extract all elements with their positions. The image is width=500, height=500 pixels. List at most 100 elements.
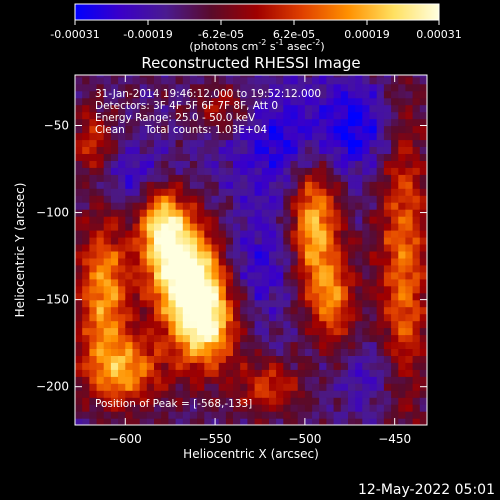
heatmap-cell [146, 174, 155, 182]
heatmap-cell [254, 320, 263, 329]
heatmap-cell [261, 209, 270, 217]
heatmap-cell [225, 278, 234, 287]
heatmap-cell [355, 390, 363, 398]
heatmap-cell [319, 181, 327, 189]
heatmap-cell [161, 299, 169, 308]
heatmap-cell [82, 139, 90, 147]
heatmap-cell [125, 362, 134, 370]
heatmap-cell [189, 355, 198, 363]
heatmap-cell [254, 160, 263, 168]
heatmap-cell [369, 306, 378, 315]
heatmap-cell [139, 230, 148, 238]
heatmap-cell [362, 390, 371, 398]
heatmap-cell [168, 390, 177, 398]
y-tick-label: −50 [44, 118, 69, 132]
heatmap-cell [261, 341, 270, 349]
heatmap-cell [168, 320, 177, 329]
heatmap-cell [297, 341, 306, 349]
heatmap-cell [369, 292, 378, 301]
heatmap-cell [204, 383, 213, 391]
heatmap-cell [254, 362, 263, 370]
heatmap-cell [254, 299, 263, 308]
heatmap-cell [297, 306, 306, 315]
heatmap-cell [412, 348, 421, 356]
heatmap-cell [161, 334, 169, 343]
heatmap-cell [197, 250, 205, 259]
heatmap-cell [283, 257, 292, 266]
heatmap-cell [376, 188, 385, 196]
heatmap-cell [254, 243, 263, 252]
heatmap-cell [96, 125, 105, 134]
heatmap-cell [211, 257, 220, 266]
heatmap-cell [297, 334, 306, 343]
heatmap-cell [419, 216, 427, 224]
heatmap-cell [283, 299, 292, 308]
heatmap-cell [297, 146, 306, 154]
heatmap-cell [276, 341, 284, 349]
heatmap-cell [211, 285, 220, 294]
heatmap-cell [218, 188, 227, 196]
heatmap-cell [96, 362, 105, 370]
heatmap-cell [182, 390, 191, 398]
heatmap-cell [297, 202, 306, 210]
heatmap-cell [154, 257, 162, 266]
heatmap-cell [110, 111, 119, 120]
heatmap-cell [204, 369, 213, 377]
heatmap-cell [75, 236, 83, 245]
heatmap-cell [233, 209, 241, 217]
heatmap-cell [269, 390, 277, 398]
heatmap-cell [297, 243, 306, 252]
heatmap-cell [355, 327, 363, 336]
heatmap-cell [276, 404, 284, 412]
heatmap-cell [175, 327, 184, 336]
heatmap-cell [168, 404, 177, 412]
heatmap-cell [218, 383, 227, 391]
heatmap-cell [161, 195, 169, 203]
heatmap-cell [312, 320, 320, 329]
heatmap-cell [405, 362, 414, 370]
heatmap-cell [398, 271, 407, 280]
heatmap-cell [297, 348, 306, 356]
heatmap-cell [297, 90, 306, 99]
heatmap-cell [391, 327, 399, 336]
heatmap-cell [168, 383, 177, 391]
heatmap-cell [326, 404, 335, 412]
heatmap-cell [312, 271, 320, 280]
heatmap-cell [312, 383, 320, 391]
heatmap-cell [96, 418, 105, 425]
heatmap-cell [197, 209, 205, 217]
heatmap-cell [412, 292, 421, 301]
heatmap-cell [139, 209, 148, 217]
heatmap-cell [340, 334, 349, 343]
heatmap-cell [233, 223, 241, 231]
heatmap-cell [348, 125, 356, 134]
heatmap-cell [118, 195, 126, 203]
heatmap-cell [362, 188, 371, 196]
heatmap-cell [225, 334, 234, 343]
heatmap-cell [261, 160, 270, 168]
heatmap-cell [82, 397, 90, 405]
heatmap-cell [269, 383, 277, 391]
heatmap-cell [125, 160, 134, 168]
heatmap-cell [269, 341, 277, 349]
heatmap-cell [225, 355, 234, 363]
heatmap-cell [189, 174, 198, 182]
heatmap-cell [218, 348, 227, 356]
heatmap-cell [211, 97, 220, 106]
heatmap-cell [89, 139, 98, 147]
heatmap-cell [132, 369, 141, 377]
x-tick-label: −550 [199, 432, 232, 446]
heatmap-cell [175, 418, 184, 425]
heatmap-cell [154, 195, 162, 203]
heatmap-cell [103, 362, 112, 370]
heatmap-cell [161, 306, 169, 315]
heatmap-cell [197, 111, 205, 120]
heatmap-cell [290, 90, 299, 99]
heatmap-cell [211, 216, 220, 224]
heatmap-cell [132, 188, 141, 196]
heatmap-cell [398, 390, 407, 398]
heatmap-cell [297, 174, 306, 182]
heatmap-cell [348, 383, 356, 391]
heatmap-cell [304, 355, 313, 363]
heatmap-cell [132, 209, 141, 217]
